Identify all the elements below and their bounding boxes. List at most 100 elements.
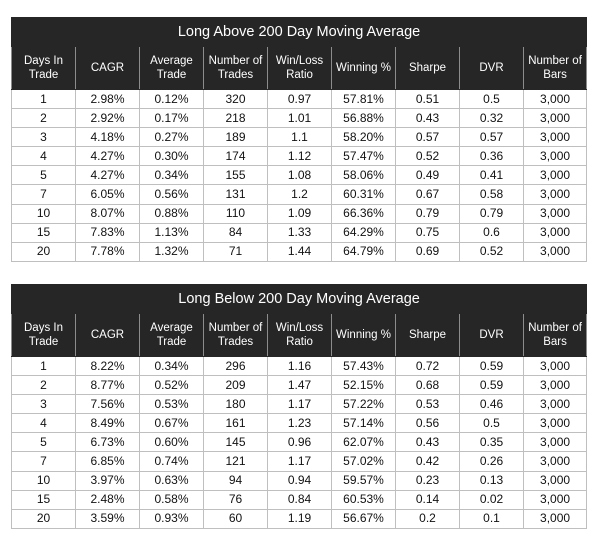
table-cell: 3,000 — [522, 88, 588, 110]
table-cell: 58.20% — [331, 127, 396, 148]
table-cell: 3,000 — [522, 355, 588, 377]
table-cell: 0.36 — [459, 146, 524, 167]
table-cell: 3,000 — [522, 508, 588, 529]
table-cell: 0.67 — [395, 184, 460, 205]
table-cell: 0.59 — [459, 375, 524, 396]
table-cell: 60.31% — [331, 184, 396, 205]
table-cell: 180 — [203, 394, 268, 415]
table-cell: 0.43 — [395, 432, 460, 453]
table-cell: 0.53 — [395, 394, 460, 415]
table-cell: 3,000 — [522, 146, 588, 167]
table-cell: 3 — [11, 127, 76, 148]
table-cell: 3,000 — [522, 470, 588, 491]
table-cell: 3 — [11, 394, 76, 415]
table-cell: 174 — [203, 146, 268, 167]
table-cell: 0.88% — [139, 203, 204, 224]
table-cell: 0.14 — [395, 489, 460, 510]
table-cell: 209 — [203, 375, 268, 396]
table-cell: 3,000 — [522, 108, 588, 129]
table-cell: 3,000 — [522, 375, 588, 396]
column-header: Number of Trades — [203, 313, 268, 357]
table-cell: 0.17% — [139, 108, 204, 129]
table-cell: 3,000 — [522, 489, 588, 510]
table-cell: 57.02% — [331, 451, 396, 472]
table-cell: 57.43% — [331, 355, 396, 377]
column-header: Average Trade — [139, 46, 204, 90]
table-cell: 59.57% — [331, 470, 396, 491]
table-cell: 1.01 — [267, 108, 332, 129]
table-row: 15 7.83% 1.13% 84 1.33 64.29% 0.75 0.6 3,000 — [11, 222, 588, 243]
table-cell: 1.44 — [267, 241, 332, 262]
table-cell: 57.47% — [331, 146, 396, 167]
table-cell: 8.07% — [75, 203, 140, 224]
table-cell: 3,000 — [522, 222, 588, 243]
table-cell: 76 — [203, 489, 268, 510]
table-cell: 0.72 — [395, 355, 460, 377]
table-cell: 3,000 — [522, 413, 588, 434]
table-cell: 10 — [11, 470, 76, 491]
table-cell: 64.29% — [331, 222, 396, 243]
table-cell: 7 — [11, 451, 76, 472]
table-cell: 3,000 — [522, 394, 588, 415]
column-header: DVR — [459, 313, 524, 357]
table-cell: 320 — [203, 88, 268, 110]
table-cell: 0.6 — [459, 222, 524, 243]
table-cell: 0.49 — [395, 165, 460, 186]
column-header: CAGR — [75, 313, 140, 357]
table-row: 7 6.05% 0.56% 131 1.2 60.31% 0.67 0.58 3,000 — [11, 184, 588, 205]
table-cell: 0.96 — [267, 432, 332, 453]
table-cell: 0.69 — [395, 241, 460, 262]
table-cell: 0.02 — [459, 489, 524, 510]
table-row: 5 6.73% 0.60% 145 0.96 62.07% 0.43 0.35 3,000 — [11, 432, 588, 453]
table-cell: 10 — [11, 203, 76, 224]
table-cell: 7 — [11, 184, 76, 205]
table-cell: 0.75 — [395, 222, 460, 243]
table-cell: 15 — [11, 489, 76, 510]
table-row: 1 2.98% 0.12% 320 0.97 57.81% 0.51 0.5 3,000 — [11, 88, 588, 110]
table-cell: 2 — [11, 375, 76, 396]
table-cell: 218 — [203, 108, 268, 129]
table-row: 10 3.97% 0.63% 94 0.94 59.57% 0.23 0.13 3,000 — [11, 470, 588, 491]
table-cell: 1.2 — [267, 184, 332, 205]
table-cell: 3,000 — [522, 203, 588, 224]
table-cell: 0.2 — [395, 508, 460, 529]
column-header: Winning % — [331, 46, 396, 90]
table-long-above-200dma: Long Above 200 Day Moving Average Days I… — [10, 17, 588, 262]
table-cell: 2 — [11, 108, 76, 129]
table-cell: 1.16 — [267, 355, 332, 377]
table-row: 15 2.48% 0.58% 76 0.84 60.53% 0.14 0.02 3,000 — [11, 489, 588, 510]
column-header: Win/Loss Ratio — [267, 46, 332, 90]
table-cell: 20 — [11, 241, 76, 262]
table-cell: 66.36% — [331, 203, 396, 224]
column-header: CAGR — [75, 46, 140, 90]
table-cell: 2.98% — [75, 88, 140, 110]
table-cell: 1.19 — [267, 508, 332, 529]
table-row: 2 2.92% 0.17% 218 1.01 56.88% 0.43 0.32 3,000 — [11, 108, 588, 129]
table-long-below-200dma: Long Below 200 Day Moving Average Days I… — [10, 284, 588, 529]
table-row: 20 7.78% 1.32% 71 1.44 64.79% 0.69 0.52 3,000 — [11, 241, 588, 262]
table-cell: 71 — [203, 241, 268, 262]
table-cell: 7.78% — [75, 241, 140, 262]
table-cell: 0.52 — [459, 241, 524, 262]
table-cell: 56.67% — [331, 508, 396, 529]
column-header: DVR — [459, 46, 524, 90]
table-cell: 1.33 — [267, 222, 332, 243]
table-cell: 84 — [203, 222, 268, 243]
table-row: 4 8.49% 0.67% 161 1.23 57.14% 0.56 0.5 3,000 — [11, 413, 588, 434]
table-cell: 1.17 — [267, 394, 332, 415]
table-cell: 0.56% — [139, 184, 204, 205]
table-cell: 189 — [203, 127, 268, 148]
column-header: Sharpe — [395, 46, 460, 90]
table-cell: 60 — [203, 508, 268, 529]
table-title: Long Above 200 Day Moving Average — [10, 17, 588, 47]
table-cell: 0.46 — [459, 394, 524, 415]
column-header: Sharpe — [395, 313, 460, 357]
table-row: 5 4.27% 0.34% 155 1.08 58.06% 0.49 0.41 3,000 — [11, 165, 588, 186]
table-cell: 7.83% — [75, 222, 140, 243]
table-cell: 0.5 — [459, 88, 524, 110]
table-cell: 0.52 — [395, 146, 460, 167]
table-cell: 1.17 — [267, 451, 332, 472]
table-cell: 0.53% — [139, 394, 204, 415]
table-cell: 20 — [11, 508, 76, 529]
table-cell: 1 — [11, 355, 76, 377]
